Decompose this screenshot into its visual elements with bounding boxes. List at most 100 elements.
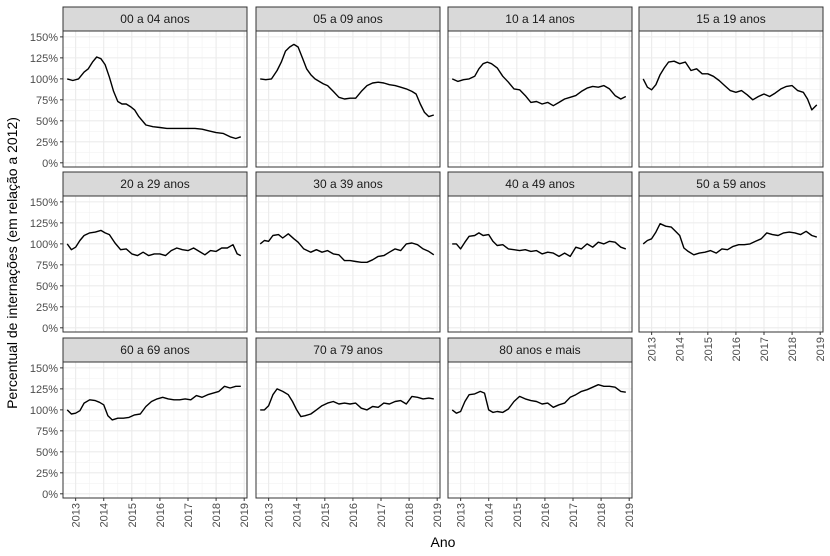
y-tick-label: 75% xyxy=(36,426,58,438)
facet-panel: 40 a 49 anos xyxy=(447,171,633,333)
series-line xyxy=(66,385,241,421)
series-line xyxy=(67,56,242,140)
x-tick-label: 2018 xyxy=(596,503,608,527)
facet-strip xyxy=(447,337,633,363)
facet-strip xyxy=(638,6,824,32)
y-tick-label: 50% xyxy=(36,447,58,459)
x-tick-label: 2013 xyxy=(456,503,468,527)
x-tick-label: 2014 xyxy=(99,503,111,527)
x-tick-label: 2017 xyxy=(183,503,195,527)
facet-label: 40 a 49 anos xyxy=(505,177,574,191)
y-tick-label: 150% xyxy=(30,32,58,44)
x-tick-label: 2015 xyxy=(127,503,139,527)
facet-strip xyxy=(447,171,633,197)
x-tick-label: 2013 xyxy=(647,337,659,361)
panel-border xyxy=(62,195,248,333)
panel-border xyxy=(447,30,633,168)
series-line xyxy=(642,222,818,256)
panel-border xyxy=(62,361,248,499)
series-line xyxy=(259,233,435,263)
x-tick-label: 2013 xyxy=(264,503,276,527)
y-tick-label: 50% xyxy=(36,116,58,128)
facet-strip xyxy=(62,6,248,32)
y-tick-label: 100% xyxy=(30,239,58,251)
y-tick-label: 25% xyxy=(36,302,58,314)
y-tick-label: 0% xyxy=(42,323,58,335)
x-tick-label: 2017 xyxy=(568,503,580,527)
panel-background xyxy=(639,196,823,332)
series-line xyxy=(451,384,626,414)
y-tick-label: 100% xyxy=(30,74,58,86)
y-tick-label: 150% xyxy=(30,363,58,375)
facet-label: 00 a 04 anos xyxy=(120,12,189,26)
panel-background xyxy=(63,31,247,167)
panel-background xyxy=(639,31,823,167)
facet-panels: 00 a 04 anos 05 a 09 anos 10 a 14 anos 15 a… xyxy=(62,6,824,499)
x-tick-label: 2014 xyxy=(675,337,687,361)
x-tick-label: 2019 xyxy=(432,503,444,527)
panel-border xyxy=(255,195,441,333)
facet-label: 80 anos e mais xyxy=(499,343,580,357)
facet-label: 50 a 59 anos xyxy=(696,177,765,191)
facet-panel: 05 a 09 anos xyxy=(255,6,441,168)
x-tick-label: 2015 xyxy=(512,503,524,527)
series-line xyxy=(452,232,627,258)
y-tick-label: 75% xyxy=(36,95,58,107)
facet-label: 30 a 39 anos xyxy=(313,177,382,191)
series-line xyxy=(260,388,434,418)
facet-label: 15 a 19 anos xyxy=(696,12,765,26)
y-tick-label: 75% xyxy=(36,260,58,272)
facet-strip xyxy=(255,171,441,197)
y-tick-label: 0% xyxy=(42,158,58,170)
facet-label: 60 a 69 anos xyxy=(120,343,189,357)
y-tick-label: 125% xyxy=(30,384,58,396)
panel-background xyxy=(63,362,247,498)
panel-background xyxy=(256,362,440,498)
x-tick-label: 2015 xyxy=(703,337,715,361)
facet-strip xyxy=(638,171,824,197)
x-axis-title: Ano xyxy=(431,534,456,550)
panel-border xyxy=(638,30,824,168)
facet-label: 20 a 29 anos xyxy=(120,177,189,191)
panel-background xyxy=(256,196,440,332)
panel-border xyxy=(255,30,441,168)
x-tick-label: 2016 xyxy=(155,503,167,527)
y-tick-label: 25% xyxy=(36,137,58,149)
x-tick-label: 2016 xyxy=(731,337,743,361)
facet-label: 05 a 09 anos xyxy=(313,12,382,26)
y-tick-label: 0% xyxy=(42,489,58,501)
y-tick-label: 150% xyxy=(30,197,58,209)
panel-background xyxy=(448,362,632,498)
facet-panel: 15 a 19 anos xyxy=(638,6,824,168)
facet-strip xyxy=(255,6,441,32)
panel-border xyxy=(447,195,633,333)
y-tick-label: 25% xyxy=(36,468,58,480)
x-tick-label: 2017 xyxy=(759,337,771,361)
panel-border xyxy=(638,195,824,333)
x-tick-label: 2018 xyxy=(211,503,223,527)
panel-border xyxy=(62,30,248,168)
y-axis-title: Percentual de internações (em relação a … xyxy=(4,117,20,409)
y-tick-label: 50% xyxy=(36,281,58,293)
x-tick-label: 2017 xyxy=(376,503,388,527)
facet-panel: 80 anos e mais xyxy=(447,337,633,499)
y-tick-label: 125% xyxy=(30,218,58,230)
x-tick-label: 2014 xyxy=(292,503,304,527)
series-line xyxy=(66,229,242,257)
facet-panel: 00 a 04 anos xyxy=(62,6,248,168)
facet-panel: 50 a 59 anos xyxy=(638,171,824,333)
facet-strip xyxy=(255,337,441,363)
series-line xyxy=(260,43,435,118)
facet-panel: 70 a 79 anos xyxy=(255,337,441,499)
x-tick-label: 2014 xyxy=(484,503,496,527)
panel-background xyxy=(448,196,632,332)
x-axes: 2013 2014 2015 2016 2017 2018 2019 2013 2014 2015… xyxy=(71,332,827,527)
y-axes: 0% 25% 50% 75% 100% 125% 150% 0% 25% 50% 75% 100% 12… xyxy=(30,32,63,501)
panel-border xyxy=(255,361,441,499)
facet-panel: 30 a 39 anos xyxy=(255,171,441,333)
panel-background xyxy=(448,31,632,167)
series-line xyxy=(642,60,818,111)
x-tick-label: 2015 xyxy=(320,503,332,527)
x-tick-label: 2019 xyxy=(239,503,251,527)
x-tick-label: 2018 xyxy=(787,337,799,361)
